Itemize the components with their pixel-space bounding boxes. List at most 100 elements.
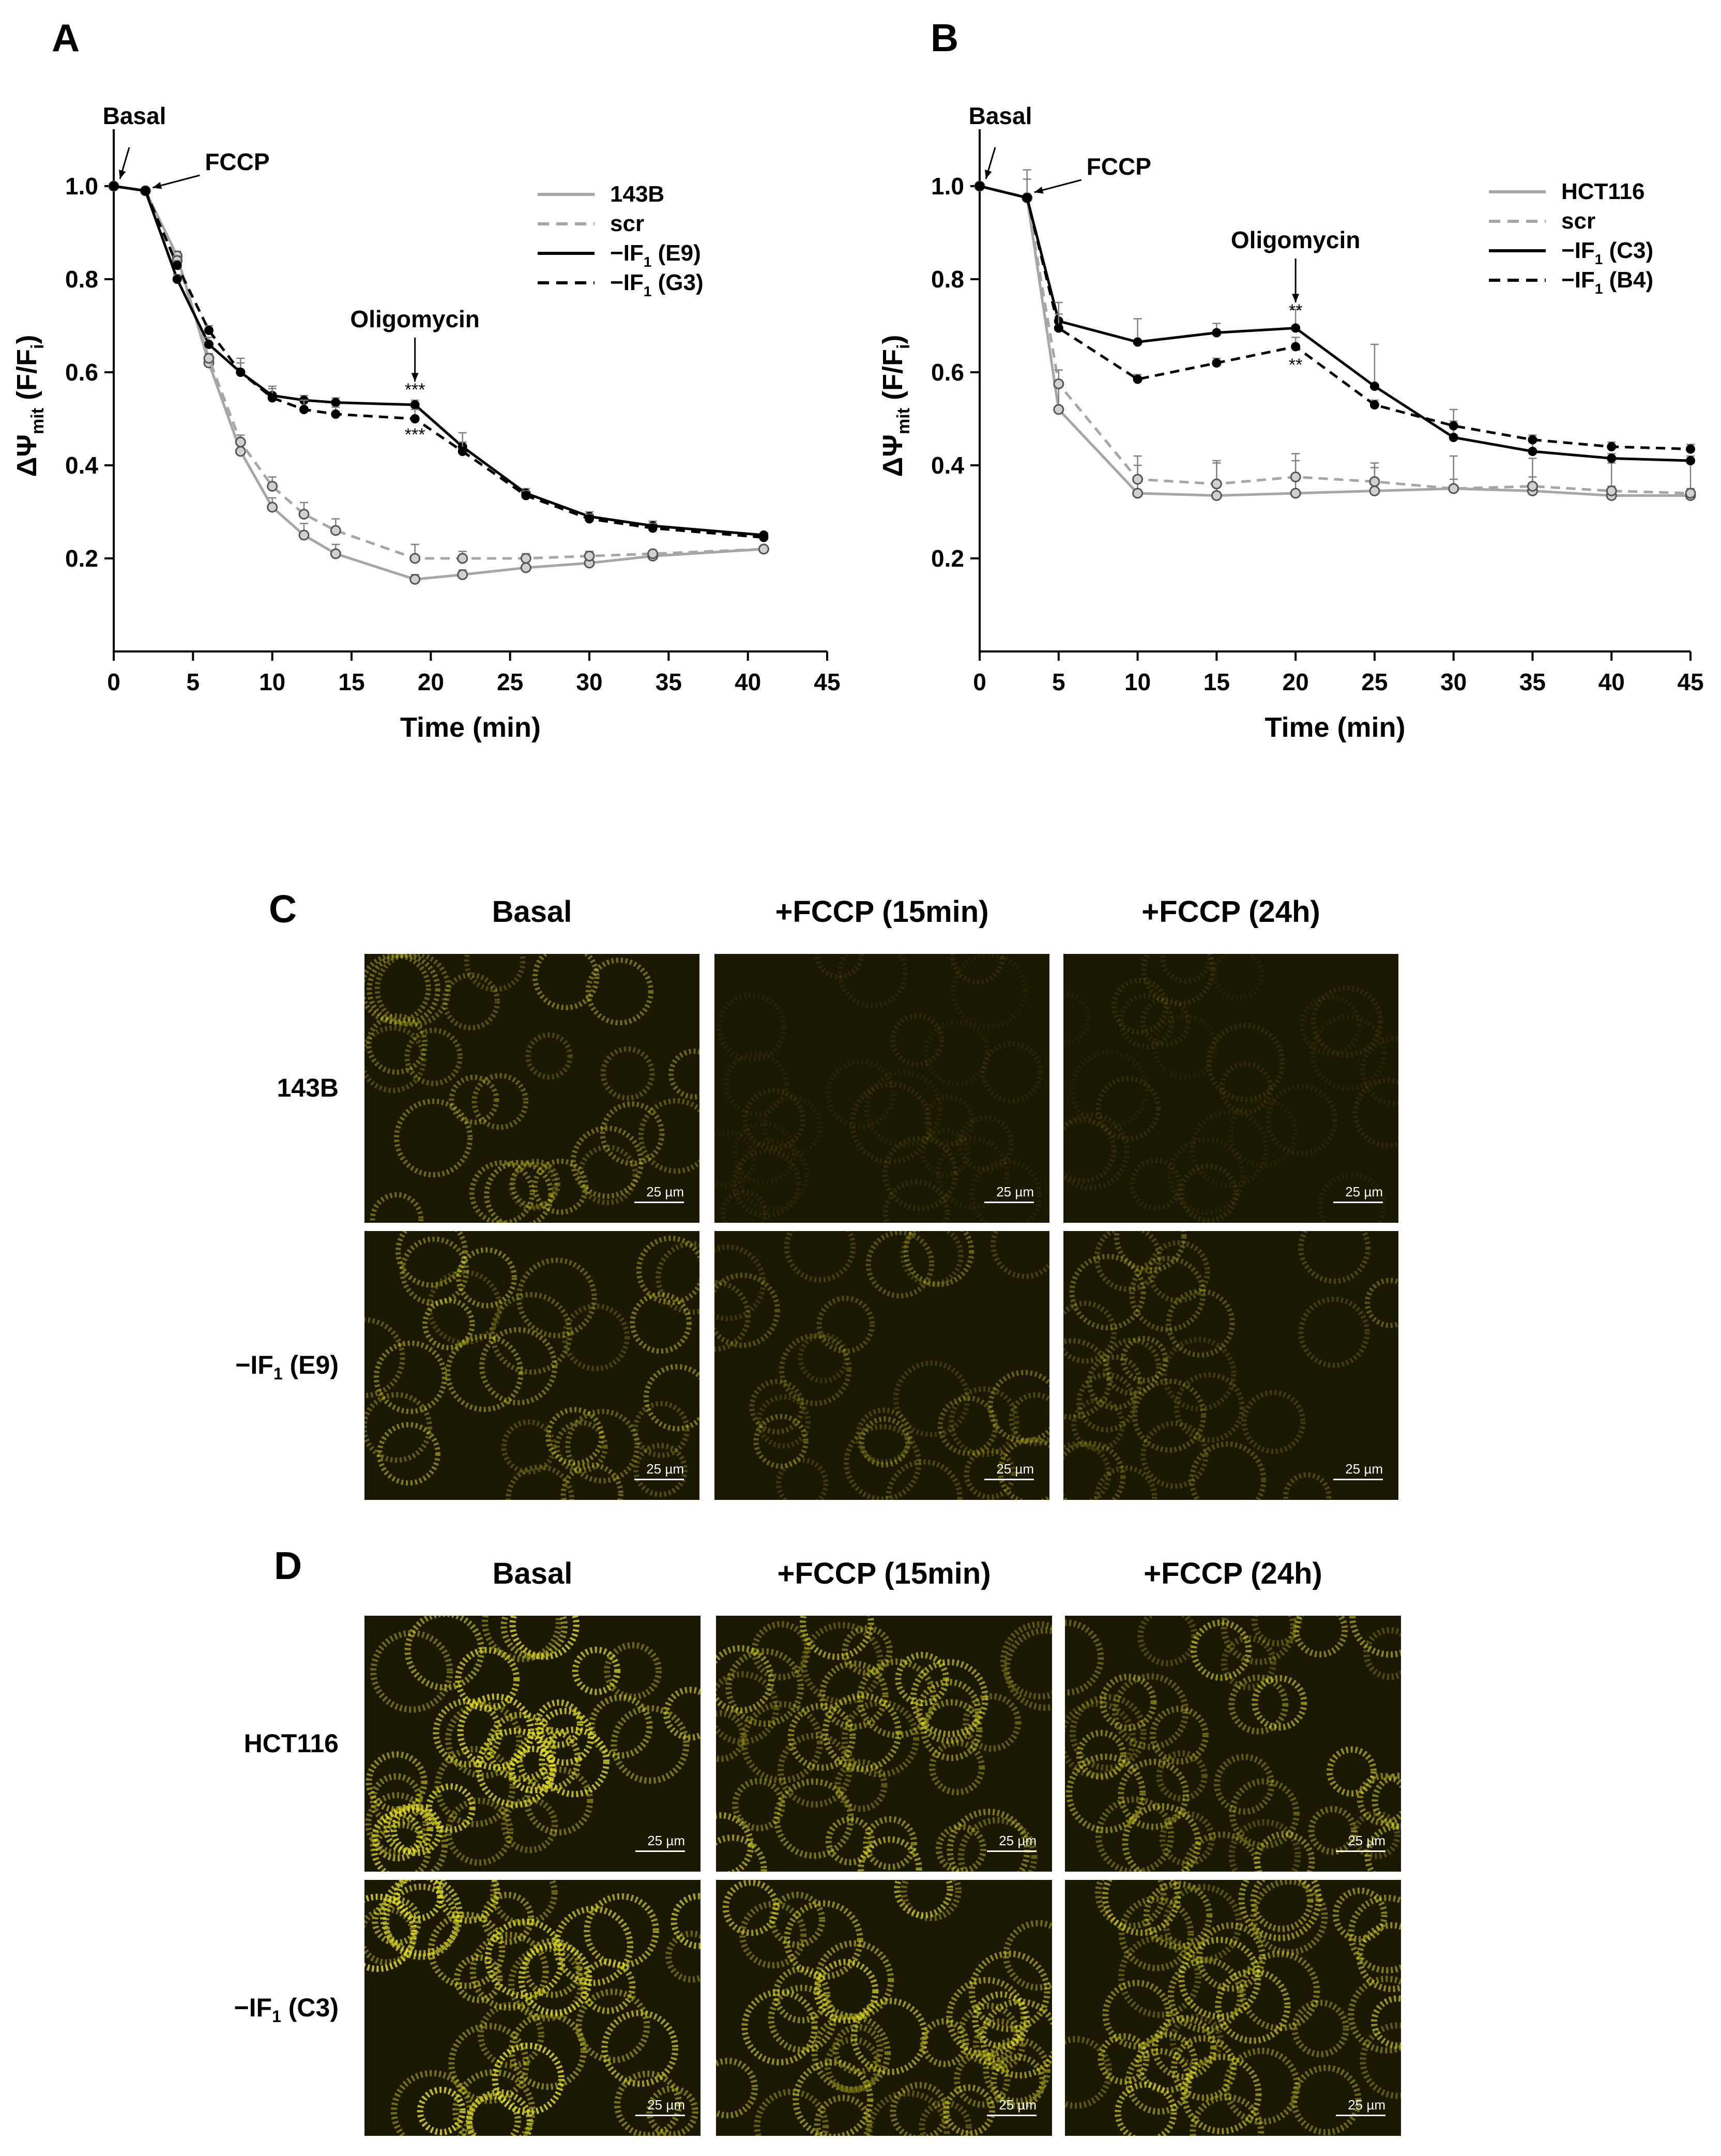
x-tick-label: 45 [1677,669,1703,695]
data-point [267,393,277,403]
cell-fluorescence [716,1616,1052,1872]
scale-bar [635,2115,685,2116]
data-point [1528,435,1537,445]
data-point [410,414,420,423]
x-tick-label: 5 [187,669,200,695]
column-header: +FCCP (24h) [1144,1557,1322,1590]
annotation-basal: Basal [103,102,166,179]
data-point [331,398,341,407]
annotation-label: Oligomycin [1231,226,1360,253]
data-point [267,481,278,492]
data-point [457,569,468,580]
data-point [172,261,182,270]
data-point [1291,342,1301,352]
data-point [236,368,246,377]
arrow-head [1034,186,1044,194]
data-point [1369,476,1380,487]
significance-mark: *** [405,380,425,400]
line-charts: 0 5 10 15 20 25 30 35 40 45 0.2 0.4 0.6 0.8 1.0 Time (m… [11,102,1704,743]
series-line [113,185,764,581]
series-1 [974,180,1696,499]
series-3 [109,181,769,542]
legend-label: HCT116 [1561,179,1644,204]
data-point [1211,478,1222,490]
data-point [1022,193,1032,203]
panel-letter-b: B [931,16,959,59]
significance-mark: *** [405,425,425,445]
x-tick-label: 20 [1283,669,1309,695]
data-point [458,447,467,456]
column-header: Basal [492,1557,573,1590]
micrograph-image: 25 µm [714,1231,1049,1500]
scale-bar-label: 25 µm [647,2097,685,2113]
x-tick-label: 40 [1598,669,1625,695]
scale-bar-label: 25 µm [1345,1184,1383,1200]
scale-bar-label: 25 µm [646,1184,684,1200]
legend-label: −IF1 (E9) [610,240,701,270]
cell-fluorescence [1063,1231,1398,1500]
data-point [520,553,531,564]
data-point [1212,358,1222,368]
data-point [1369,485,1380,496]
scale-bar [1333,1479,1383,1480]
row-label: HCT116 [243,1728,339,1758]
data-point [1448,483,1459,494]
data-point [1527,481,1538,492]
panel-letter-c: C [269,887,297,931]
row-label: 143B [277,1073,339,1102]
data-point [235,446,246,457]
legend-label: scr [1561,208,1595,234]
annotation-oligomycin: Oligomycin [1231,226,1360,302]
scale-bar [1336,1850,1385,1852]
x-tick-label: 20 [418,669,444,695]
data-point [1528,447,1537,456]
cell-fluorescence [716,1880,1052,2136]
y-tick-label: 0.6 [65,359,98,386]
data-point [1449,421,1458,431]
x-tick-label: 35 [656,669,682,695]
data-point [585,514,594,524]
scale-bar [987,2115,1037,2116]
annotation-label: Basal [103,102,166,129]
chart-a: 0 5 10 15 20 25 30 35 40 45 0.2 0.4 0.6 0.8 1.0 Time (m… [11,102,841,743]
data-point [141,186,150,195]
x-tick-label: 25 [1361,669,1388,695]
micrograph-image: 25 µm [364,1880,700,2136]
data-point [1212,328,1222,338]
x-tick-label: 30 [576,669,602,695]
x-tick-label: 35 [1519,669,1546,695]
data-point [1133,337,1143,347]
data-point [1686,444,1695,454]
data-point [647,548,659,559]
y-tick-label: 1.0 [65,173,98,200]
y-tick-label: 0.2 [65,545,98,572]
cell-fluorescence [1065,1616,1401,1872]
data-point [1369,382,1379,391]
data-point [1053,404,1064,415]
micrograph-image: 25 µm [364,1231,699,1500]
y-tick-label: 0.2 [931,545,964,572]
cell-fluorescence [714,954,1049,1223]
x-tick-label: 15 [1204,669,1230,695]
scale-bar-label: 25 µm [1345,1461,1383,1477]
series-3 [975,178,1695,454]
y-axis-label: ΔΨmit (F/Fi) [877,335,913,477]
data-point [521,491,531,500]
scale-bar [987,1850,1037,1852]
data-point [1291,323,1301,333]
data-point [1290,472,1301,482]
data-point [172,275,182,284]
micrograph-image: 25 µm [1065,1880,1401,2136]
annotation-fccp: FCCP [152,148,270,189]
y-tick-label: 0.8 [931,266,964,293]
micrograph-image: 25 µm [714,954,1049,1223]
arrow-head [984,170,992,179]
column-header: +FCCP (24h) [1141,895,1320,929]
annotation-label: FCCP [1087,153,1151,180]
data-point [584,551,595,561]
scale-bar-label: 25 µm [1348,1833,1385,1848]
data-point [457,553,468,564]
row-label: −IF1 (C3) [234,1993,339,2026]
annotation-basal: Basal [969,102,1032,179]
y-tick-label: 0.6 [931,359,964,386]
